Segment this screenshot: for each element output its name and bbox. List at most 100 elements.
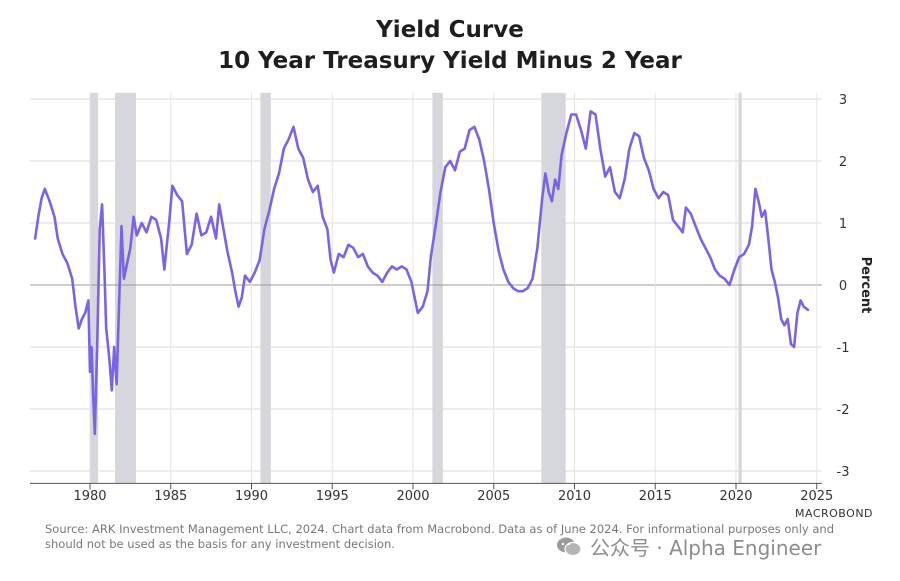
data-point [84, 312, 87, 314]
data-point [565, 132, 568, 135]
data-point [103, 271, 106, 274]
data-point [123, 277, 125, 280]
data-point [770, 268, 773, 271]
data-point [738, 256, 741, 258]
data-point [282, 147, 285, 150]
data-point [799, 299, 802, 302]
data-point [332, 271, 335, 274]
data-point [181, 200, 183, 203]
x-tick-label: 2005 [477, 489, 510, 504]
data-point [92, 395, 95, 398]
data-point [190, 243, 193, 246]
x-tick-label: 1985 [154, 489, 187, 504]
data-point [550, 200, 553, 203]
data-point [492, 222, 495, 224]
data-point [599, 147, 602, 150]
data-point [786, 318, 789, 320]
data-point [311, 191, 314, 193]
data-point [662, 191, 665, 193]
data-point [667, 194, 670, 197]
data-point [709, 256, 712, 258]
data-point [426, 290, 429, 293]
data-point [205, 231, 208, 234]
data-point [672, 219, 674, 221]
recession-band [260, 92, 271, 484]
data-point [98, 228, 101, 231]
data-point [773, 281, 776, 283]
data-point [342, 256, 345, 258]
data-point [557, 188, 560, 190]
data-point [497, 250, 500, 252]
data-point [743, 253, 745, 255]
data-point [521, 290, 524, 293]
x-tick-label: 1990 [235, 489, 268, 504]
data-point [767, 237, 770, 240]
data-point [488, 188, 490, 190]
data-point [410, 281, 413, 283]
data-point [483, 160, 485, 162]
data-point [699, 237, 702, 240]
chart-title: Yield Curve [376, 17, 524, 43]
data-point [444, 166, 447, 169]
data-point [263, 228, 266, 231]
data-point [570, 113, 573, 116]
data-point [554, 178, 557, 181]
data-point [478, 138, 481, 141]
data-point [53, 215, 56, 218]
y-tick-label: -2 [837, 403, 850, 418]
data-point [376, 274, 379, 277]
data-point [287, 138, 290, 141]
data-point [37, 215, 40, 218]
data-point [96, 339, 99, 342]
data-point [633, 132, 636, 135]
source-note: Source: ARK Investment Management LLC, 2… [45, 522, 834, 551]
data-point [357, 256, 359, 258]
watermark: 公众号 · Alpha Engineer [556, 532, 821, 561]
x-tick-label: 2015 [639, 489, 672, 504]
data-point [105, 327, 108, 330]
y-tick-label: 0 [839, 279, 847, 294]
data-point [115, 383, 118, 386]
data-point [449, 160, 452, 162]
series-line [33, 110, 810, 436]
data-point [728, 284, 731, 286]
data-point [473, 126, 476, 128]
data-point [643, 157, 645, 159]
data-point [89, 370, 91, 373]
data-point [512, 287, 515, 289]
data-point [240, 296, 243, 299]
data-point [381, 281, 384, 283]
data-point [237, 305, 240, 308]
data-point [268, 209, 271, 212]
x-tick-label: 1980 [73, 489, 106, 504]
watermark-text: 公众号 · Alpha Engineer [590, 536, 822, 560]
data-point [429, 256, 432, 258]
data-point [676, 225, 679, 228]
data-point [366, 265, 369, 268]
data-point [56, 237, 59, 240]
data-point [434, 225, 437, 228]
data-point [391, 265, 393, 268]
data-point [544, 172, 547, 175]
data-point [517, 290, 519, 293]
data-point [694, 225, 697, 228]
data-point [547, 191, 550, 193]
data-point [806, 308, 809, 311]
data-point [638, 135, 640, 138]
data-point [352, 246, 355, 249]
data-point [210, 215, 213, 218]
data-point [135, 234, 138, 237]
wechat-icon [556, 536, 582, 558]
data-point [793, 346, 796, 348]
data-point [129, 246, 132, 249]
data-point [541, 197, 544, 200]
data-point [584, 147, 587, 150]
x-tick-label: 2020 [719, 489, 752, 504]
data-point [215, 237, 217, 240]
data-point [760, 215, 763, 218]
data-point [326, 228, 329, 231]
data-point [61, 253, 64, 255]
data-point [74, 305, 77, 308]
data-point [244, 274, 246, 277]
data-point [704, 246, 707, 249]
